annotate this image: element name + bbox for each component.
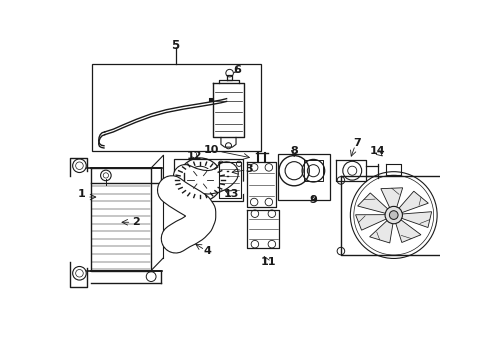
Text: 3: 3 bbox=[245, 164, 253, 174]
Text: 4: 4 bbox=[204, 246, 212, 256]
Text: 11: 11 bbox=[260, 257, 276, 267]
Polygon shape bbox=[381, 188, 403, 210]
Text: 8: 8 bbox=[290, 146, 298, 156]
Polygon shape bbox=[400, 212, 432, 228]
Polygon shape bbox=[397, 191, 428, 213]
Bar bbox=[92, 64, 261, 151]
Text: 2: 2 bbox=[133, 217, 140, 227]
Text: 7: 7 bbox=[353, 138, 361, 148]
Text: 13: 13 bbox=[224, 189, 239, 199]
Text: 6: 6 bbox=[234, 66, 242, 75]
Text: 12: 12 bbox=[187, 151, 202, 161]
Bar bbox=[174, 159, 243, 201]
Polygon shape bbox=[356, 215, 388, 230]
Circle shape bbox=[390, 211, 398, 219]
Polygon shape bbox=[395, 219, 421, 243]
Polygon shape bbox=[369, 219, 393, 243]
Text: 9: 9 bbox=[310, 195, 318, 205]
Text: 1: 1 bbox=[77, 189, 85, 199]
Text: 5: 5 bbox=[172, 40, 180, 53]
Bar bbox=[278, 154, 330, 200]
Polygon shape bbox=[358, 193, 390, 213]
Text: 10: 10 bbox=[204, 145, 219, 155]
Circle shape bbox=[385, 206, 402, 224]
Text: 14: 14 bbox=[370, 146, 385, 156]
